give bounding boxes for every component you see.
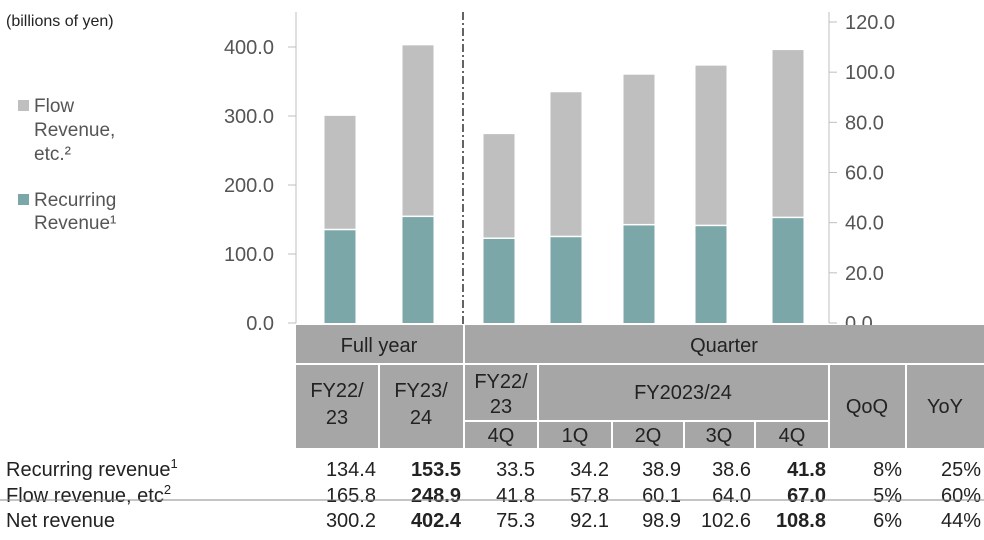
bar-recurring-2 [483,238,515,323]
cell-r2-c5: 102.6 [701,510,751,532]
col-q2-bg [613,422,683,448]
header-quarter-bg [465,325,984,363]
bar-flow-1 [402,45,434,216]
right-tick-label: 20.0 [845,263,884,285]
col-fy2223-bg [296,365,378,448]
cell-r0-c6: 41.8 [787,459,826,481]
left-tick-label: 400.0 [224,37,274,59]
legend-flow-line-2: Revenue, [34,120,115,141]
cell-r1-c6: 67.0 [787,485,826,507]
quarter-header-2: 2Q [635,425,662,447]
col-q-fy2223-bg [465,365,537,420]
cell-r2-c7: 6% [873,510,902,532]
cell-r1-c4: 60.1 [642,485,681,507]
left-tick-label: 200.0 [224,175,274,197]
legend-flow-line-1: Flow [34,96,74,117]
bar-flow-5 [695,65,727,225]
bar-flow-2 [483,134,515,238]
header-full-year: Full year [341,335,418,357]
cell-r1-c3: 57.8 [570,485,609,507]
cell-r1-c5: 64.0 [712,485,751,507]
cell-r0-c5: 38.6 [712,459,751,481]
cell-r2-c0: 300.2 [326,510,376,532]
cell-r0-c3: 34.2 [570,459,609,481]
quarter-headers: 4Q 1Q 2Q 3Q 4Q [488,425,806,447]
col-yoy-bg [907,365,984,448]
header-full-year-bg [296,325,463,363]
legend-swatch-flow [18,100,29,111]
right-tick-label: 60.0 [845,163,884,185]
quarter-header-4: 4Q [779,425,806,447]
cell-r1-c7: 5% [873,485,902,507]
cell-r2-c3: 92.1 [570,510,609,532]
bar-flow-3 [550,92,582,236]
col-header-q-fy2223: FY22/23 [474,371,528,418]
bar-flow-0 [324,115,356,229]
legend-recurring-line-1: Recurring [34,190,116,211]
bars [324,45,804,323]
cell-r1-c2: 41.8 [496,485,535,507]
cell-r2-c6: 108.8 [776,510,826,532]
col-fy2324-bg [380,365,463,448]
bar-recurring-5 [695,226,727,323]
bar-flow-4 [623,74,655,224]
col-q4-bg [756,422,828,448]
cell-r0-c4: 38.9 [642,459,681,481]
table-body: Recurring revenue1 134.4 153.5 33.5 34.2 38.9… [6,456,981,532]
row-label-1: Flow revenue, etc2 [6,482,171,507]
cell-r0-c8: 25% [941,459,981,481]
left-tick-label: 100.0 [224,244,274,266]
right-tick-label: 100.0 [845,62,895,84]
bar-recurring-3 [550,237,582,323]
unit-label: (billions of yen) [6,13,114,30]
quarter-header-1: 1Q [562,425,589,447]
cell-r0-c2: 33.5 [496,459,535,481]
cell-r2-c8: 44% [941,510,981,532]
bar-recurring-0 [324,230,356,323]
quarter-header-0: 4Q [488,425,515,447]
legend-recurring-line-2: Revenue¹ [34,213,116,234]
cell-r1-c0: 165.8 [326,485,376,507]
col-q1-bg [539,422,611,448]
right-tick-label: 120.0 [845,12,895,34]
cell-r1-c1: 248.9 [411,485,461,507]
quarter-header-3: 3Q [706,425,733,447]
cell-r2-c4: 98.9 [642,510,681,532]
col-header-yoy: YoY [927,396,963,418]
table-header: Full year Quarter FY22/23 FY23/24 FY22/2… [296,325,984,448]
left-tick-label: 300.0 [224,106,274,128]
bar-recurring-6 [772,218,804,323]
col-q3-bg [685,422,754,448]
cell-r0-c0: 134.4 [326,459,376,481]
col-header-fy2324: FY23/24 [394,380,448,429]
cell-r2-c1: 402.4 [411,510,462,532]
col-header-qoq: QoQ [846,396,888,418]
header-quarter: Quarter [690,335,758,357]
bar-flow-6 [772,50,804,217]
left-tick-label: 0.0 [246,313,274,335]
col-q0-bg [465,422,537,448]
col-header-fy2223: FY22/23 [310,380,364,429]
right-tick-label: 40.0 [845,213,884,235]
legend-flow-line-3: etc.² [34,144,71,165]
row-label-0: Recurring revenue1 [6,456,178,481]
right-tick-label: 80.0 [845,112,884,134]
legend: Flow Revenue, etc.² Recurring Revenue¹ [18,96,116,234]
legend-swatch-recurring [18,194,29,205]
col-qoq-bg [830,365,905,448]
bar-recurring-4 [623,225,655,323]
cell-r2-c2: 75.3 [496,510,535,532]
cell-r1-c8: 60% [941,485,981,507]
left-axis: 0.0 100.0 200.0 300.0 400.0 [224,12,297,335]
cell-r0-c1: 153.5 [411,459,461,481]
bar-recurring-1 [402,217,434,323]
cell-r0-c7: 8% [873,459,902,481]
col-fy202324-bg [539,365,828,420]
row-label-2: Net revenue [6,510,115,532]
col-header-fy202324: FY2023/24 [634,382,732,404]
